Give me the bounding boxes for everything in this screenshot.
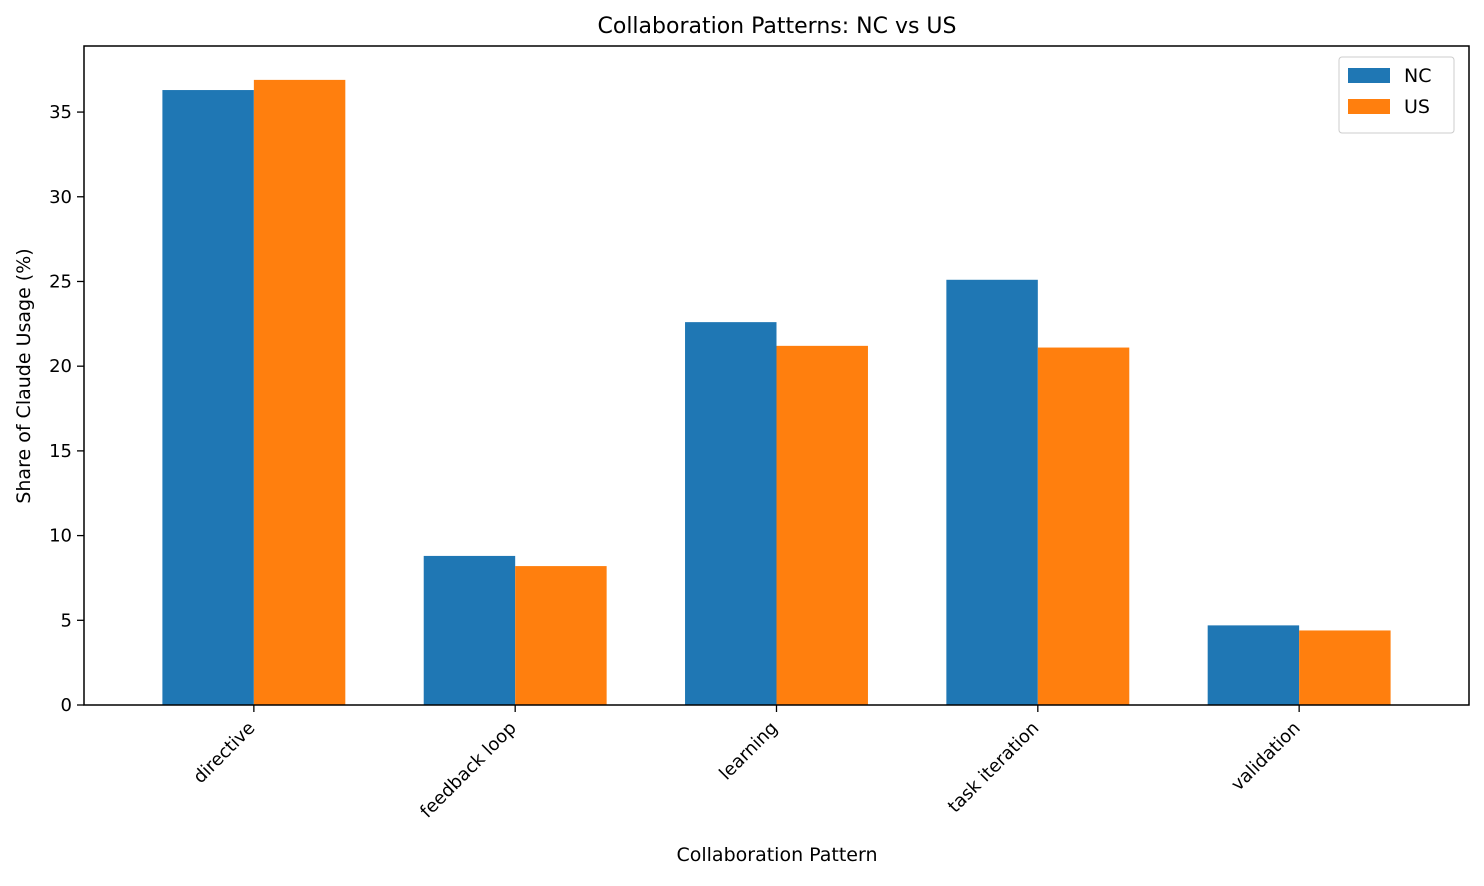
y-axis-label: Share of Claude Usage (%) [13,248,35,503]
y-tick-label: 20 [49,356,72,377]
bar-nc-task-iteration [946,279,1038,705]
bar-us-directive [253,79,346,706]
bar-us-learning [776,345,868,705]
y-tick-label: 15 [49,441,72,462]
y-tick-label: 10 [49,526,72,547]
bar-nc-directive [162,90,254,706]
bar-us-task-iteration [1037,347,1130,705]
bars-group [162,79,1391,706]
y-tick-label: 5 [61,610,72,631]
legend-label-nc: NC [1404,65,1431,87]
legend-swatch-us [1348,99,1390,114]
y-tick-label: 35 [49,102,72,123]
bar-nc-feedback-loop [423,555,516,705]
bar-nc-validation [1207,625,1300,705]
x-tick-label: learning [715,718,782,785]
y-tick-label: 25 [49,271,72,292]
x-tick-label: task iteration [944,718,1043,817]
bar-us-feedback-loop [515,566,607,705]
x-tick-label: validation [1227,718,1305,796]
x-tick-label: feedback loop [416,718,521,823]
x-axis: directive feedback loop learning task itera… [189,705,1305,823]
bar-nc-learning [685,322,777,705]
y-axis: 0 5 10 15 20 25 30 35 [49,102,84,716]
x-tick-label: directive [189,718,259,788]
legend-label-us: US [1404,96,1430,118]
chart-title: Collaboration Patterns: NC vs US [598,14,957,39]
legend-swatch-nc [1348,68,1390,83]
y-tick-label: 0 [61,695,72,716]
x-axis-label: Collaboration Pattern [676,844,877,866]
legend: NC US [1338,56,1455,134]
y-tick-label: 30 [49,187,72,208]
bar-us-validation [1299,630,1391,705]
